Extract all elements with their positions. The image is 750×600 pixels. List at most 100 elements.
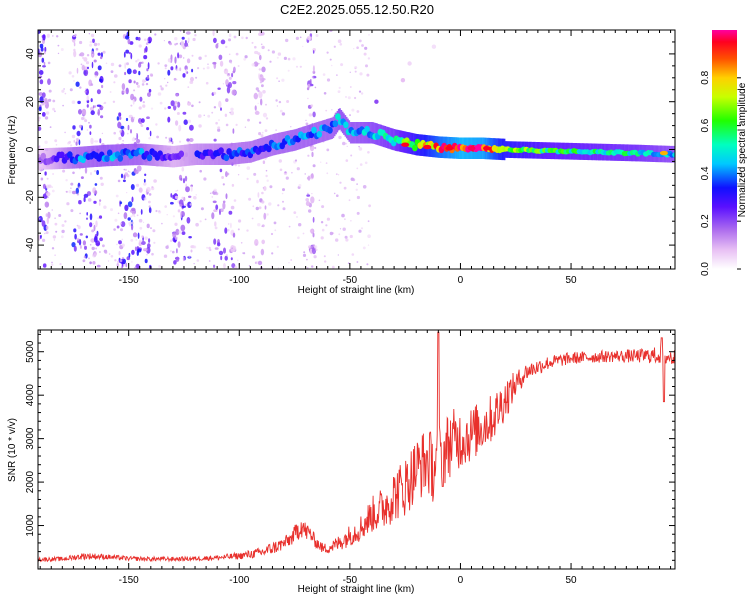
colorbar: 0.0 0.2 0.4 0.6 0.8 Normalized spectral ampl… xyxy=(700,30,748,276)
noise-speckle xyxy=(228,223,230,225)
noise-speckle xyxy=(225,123,229,127)
noise-speckle xyxy=(227,73,230,75)
noise-speckle xyxy=(261,191,264,195)
noise-speckle xyxy=(138,239,142,243)
noise-speckle xyxy=(133,80,136,84)
noise-speckle xyxy=(86,191,92,196)
noise-speckle xyxy=(44,232,46,235)
peak-point xyxy=(467,146,476,151)
noise-speckle xyxy=(116,243,118,246)
noise-speckle xyxy=(285,176,289,180)
noise-speckle xyxy=(57,52,60,55)
noise-speckle xyxy=(185,203,188,207)
noise-speckle xyxy=(149,73,153,77)
noise-speckle xyxy=(322,73,326,76)
noise-speckle xyxy=(58,214,62,217)
noise-speckle xyxy=(97,217,100,220)
noise-speckle xyxy=(40,177,44,181)
noise-speckle xyxy=(44,201,49,208)
figure-title: C2E2.2025.055.12.50.R20 xyxy=(280,2,434,17)
noise-speckle xyxy=(166,214,168,216)
noise-speckle xyxy=(325,224,328,227)
noise-speckle xyxy=(124,168,127,171)
noise-speckle xyxy=(224,68,227,71)
noise-speckle xyxy=(84,167,88,174)
noise-speckle xyxy=(254,105,257,111)
noise-speckle xyxy=(52,107,55,111)
noise-speckle xyxy=(131,249,135,255)
noise-speckle xyxy=(311,151,314,158)
noise-speckle xyxy=(335,173,338,176)
noise-speckle xyxy=(92,261,96,265)
noise-speckle xyxy=(80,176,84,180)
x-tick-label: -100 xyxy=(229,575,249,586)
noise-speckle xyxy=(356,195,360,200)
noise-speckle xyxy=(77,225,81,230)
noise-speckle xyxy=(213,238,217,245)
noise-speckle xyxy=(306,36,312,41)
noise-speckle xyxy=(358,229,362,233)
noise-speckle xyxy=(145,46,148,53)
noise-speckle xyxy=(96,104,102,107)
noise-speckle xyxy=(93,236,98,243)
noise-speckle xyxy=(126,68,132,75)
noise-speckle xyxy=(254,261,257,264)
noise-speckle xyxy=(310,104,314,108)
noise-speckle xyxy=(362,185,367,189)
noise-speckle xyxy=(97,42,100,46)
noise-speckle xyxy=(329,231,334,236)
noise-speckle xyxy=(127,170,130,173)
noise-speckle xyxy=(86,95,90,101)
noise-speckle xyxy=(223,263,226,269)
noise-speckle xyxy=(226,86,231,94)
noise-speckle xyxy=(326,172,329,175)
noise-speckle xyxy=(54,222,58,226)
noise-speckle xyxy=(179,67,182,72)
noise-speckle xyxy=(208,260,211,262)
noise-speckle xyxy=(235,52,239,56)
noise-speckle xyxy=(76,67,79,74)
noise-speckle xyxy=(258,206,262,210)
noise-speckle xyxy=(171,140,174,145)
noise-speckle xyxy=(260,134,264,138)
noise-speckle xyxy=(345,142,348,145)
noise-speckle xyxy=(138,106,142,110)
noise-speckle xyxy=(186,58,191,64)
noise-speckle xyxy=(110,70,114,73)
noise-speckle xyxy=(288,225,291,228)
ridge-point xyxy=(412,144,418,152)
noise-speckle xyxy=(52,99,56,103)
noise-speckle xyxy=(296,216,298,218)
noise-speckle xyxy=(261,131,264,134)
noise-speckle xyxy=(282,207,286,211)
noise-speckle xyxy=(218,100,222,108)
noise-speckle xyxy=(110,208,113,212)
noise-speckle xyxy=(44,116,49,120)
noise-speckle xyxy=(122,140,124,142)
noise-speckle xyxy=(212,61,217,65)
noise-speckle xyxy=(261,66,266,73)
noise-speckle xyxy=(38,145,41,147)
noise-speckle xyxy=(184,175,188,182)
spectrogram-y-label: Frequency (Hz) xyxy=(7,116,18,185)
x-tick-label: 50 xyxy=(565,575,577,586)
noise-speckle xyxy=(198,56,202,60)
noise-speckle xyxy=(231,247,233,249)
noise-speckle xyxy=(211,212,215,220)
noise-speckle xyxy=(251,63,255,67)
ridge-point xyxy=(138,148,145,155)
noise-speckle xyxy=(292,57,296,61)
noise-speckle xyxy=(117,121,122,129)
noise-speckle xyxy=(89,43,93,47)
noise-speckle xyxy=(174,195,179,199)
noise-speckle xyxy=(127,124,130,131)
noise-speckle xyxy=(145,42,149,45)
noise-speckle xyxy=(287,69,290,72)
noise-speckle xyxy=(354,96,357,100)
noise-speckle xyxy=(228,82,232,89)
noise-speckle xyxy=(70,209,74,213)
noise-speckle xyxy=(38,68,41,71)
noise-speckle xyxy=(86,54,90,57)
noise-speckle xyxy=(121,243,125,247)
noise-speckle xyxy=(202,67,205,70)
